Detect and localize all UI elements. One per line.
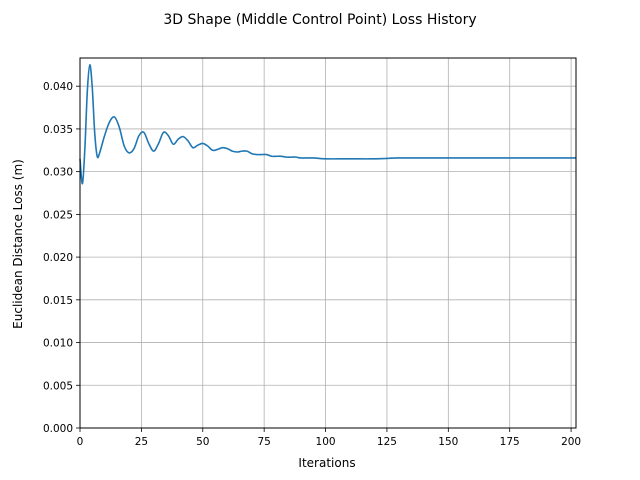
x-axis-label: Iterations xyxy=(298,456,355,470)
x-tick-label: 0 xyxy=(77,436,84,448)
x-tick-label: 50 xyxy=(196,436,209,448)
y-tick-label: 0.040 xyxy=(43,81,73,93)
x-tick-label: 75 xyxy=(257,436,270,448)
y-axis-label: Euclidean Distance Loss (m) xyxy=(11,159,25,329)
axes-frame xyxy=(79,57,577,429)
x-tick-label: 100 xyxy=(316,436,336,448)
y-tick-label: 0.010 xyxy=(43,338,73,350)
y-tick-label: 0.005 xyxy=(43,380,73,392)
y-tick-label: 0.015 xyxy=(43,295,73,307)
y-tick-label: 0.000 xyxy=(43,423,73,435)
x-tick-label: 125 xyxy=(377,436,397,448)
y-tick-label: 0.025 xyxy=(43,209,73,221)
x-tick-label: 25 xyxy=(135,436,148,448)
x-tick-label: 175 xyxy=(500,436,520,448)
y-tick-label: 0.030 xyxy=(43,167,73,179)
grid xyxy=(79,58,576,429)
y-tick-label: 0.020 xyxy=(43,252,73,264)
plot-area xyxy=(79,64,576,185)
x-tick-label: 200 xyxy=(561,436,581,448)
ticks: 0 25 50 75 100 125 150 175 200 0.000 0.005 0.010 0.0… xyxy=(43,81,581,448)
x-tick-label: 150 xyxy=(438,436,458,448)
y-tick-label: 0.035 xyxy=(43,124,73,136)
chart-title: 3D Shape (Middle Control Point) Loss His… xyxy=(163,12,476,28)
series-line-0 xyxy=(79,64,576,185)
